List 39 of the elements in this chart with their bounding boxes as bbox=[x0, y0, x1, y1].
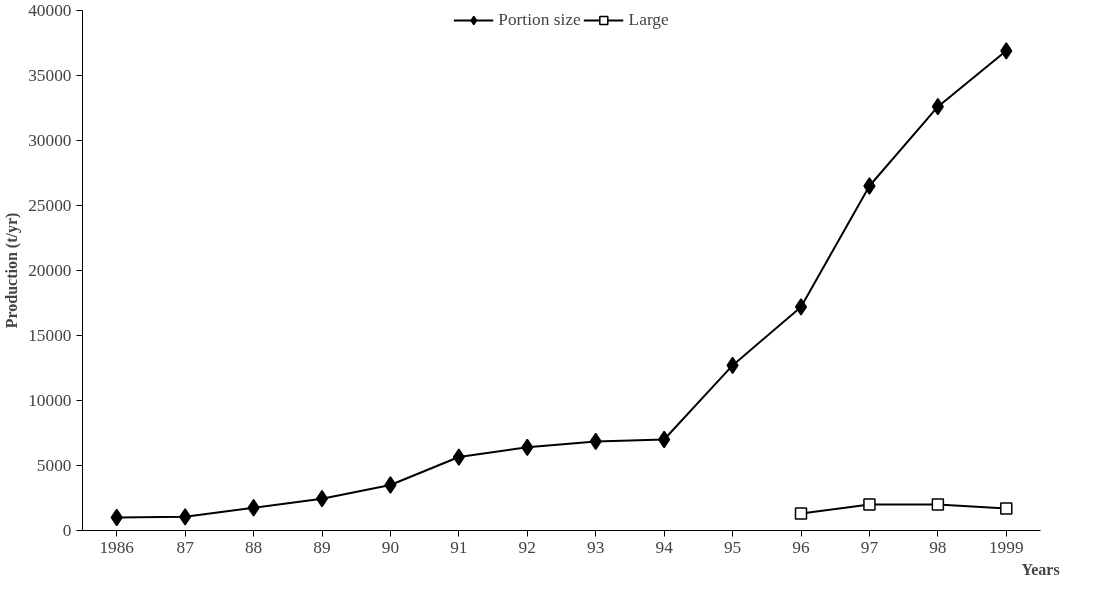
x-tick-label: 98 bbox=[929, 537, 947, 557]
x-tick-label: 1999 bbox=[988, 537, 1024, 557]
legend-label: Portion size bbox=[498, 10, 581, 30]
x-tick-label: 87 bbox=[176, 537, 195, 557]
x-tick-label: 94 bbox=[655, 537, 674, 557]
y-tick-label: 20000 bbox=[28, 261, 72, 280]
point bbox=[247, 499, 260, 517]
point bbox=[794, 507, 808, 520]
x-tick-label: 89 bbox=[313, 537, 331, 557]
x-tick-label: 91 bbox=[450, 537, 468, 557]
y-tick-label: 25000 bbox=[28, 196, 72, 215]
x-tick-label: 97 bbox=[860, 537, 879, 557]
y-tick-label: 30000 bbox=[28, 131, 72, 150]
x-axis-title: Years bbox=[1021, 560, 1060, 578]
x-tick-label: 96 bbox=[792, 537, 810, 557]
y-tick-label: 10000 bbox=[28, 391, 72, 410]
y-tick-label: 15000 bbox=[28, 326, 72, 345]
point bbox=[794, 298, 808, 316]
point bbox=[384, 476, 397, 494]
point bbox=[1000, 42, 1013, 60]
x-tick-label: 88 bbox=[244, 537, 263, 557]
legend-label: Large bbox=[628, 10, 669, 30]
y-tick-label: 35000 bbox=[28, 66, 72, 85]
y-tick-label: 5000 bbox=[36, 456, 72, 475]
x-tick-label: 90 bbox=[381, 537, 400, 557]
x-tick-label: 93 bbox=[587, 537, 605, 557]
y-tick-label: 40000 bbox=[28, 1, 72, 20]
point bbox=[179, 508, 192, 526]
point bbox=[452, 448, 465, 466]
x-tick-label: 92 bbox=[518, 537, 536, 557]
y-tick-label: 0 bbox=[62, 521, 72, 540]
y-axis-title: Production (t/yr) bbox=[3, 212, 22, 329]
x-tick-label: 95 bbox=[723, 537, 742, 557]
point bbox=[931, 498, 945, 511]
x-tick-label: 1986 bbox=[99, 537, 135, 557]
point bbox=[1000, 502, 1013, 515]
point bbox=[863, 177, 876, 195]
point bbox=[315, 489, 329, 508]
point bbox=[863, 498, 876, 511]
